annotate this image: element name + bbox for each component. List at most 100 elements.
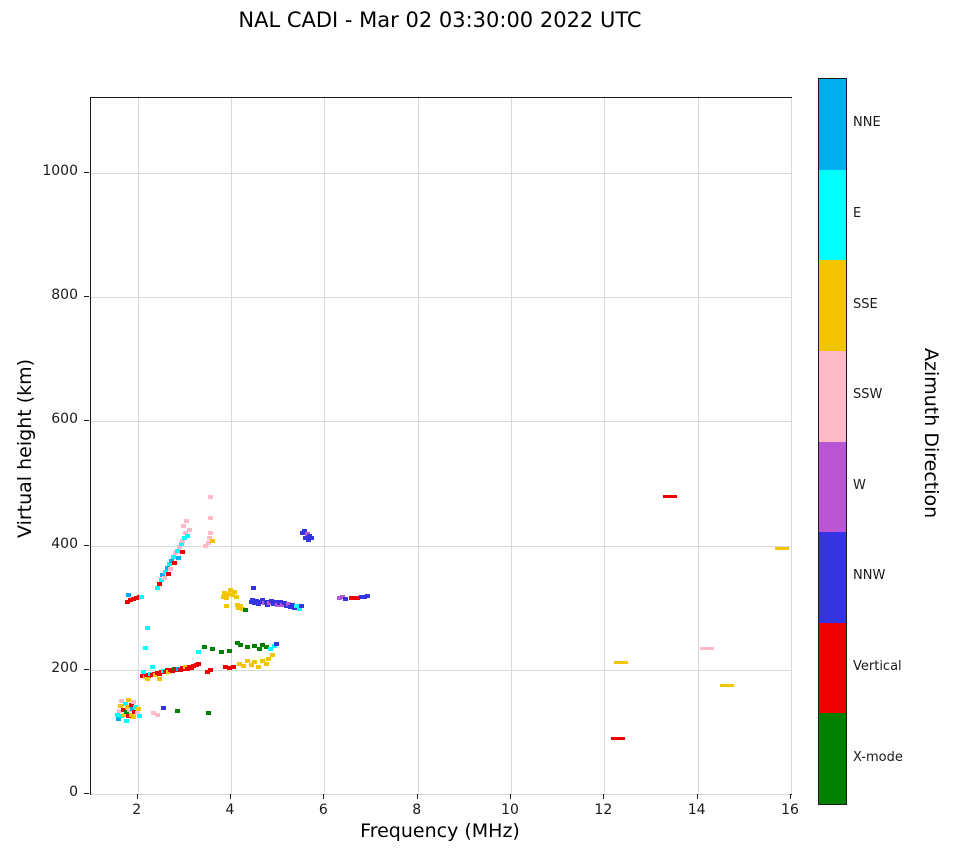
data-point (256, 664, 262, 669)
data-point (210, 647, 216, 652)
colorbar-segment-e (819, 169, 846, 261)
data-point (252, 660, 258, 665)
data-point (208, 495, 213, 500)
data-point (227, 665, 233, 670)
data-point (171, 554, 177, 559)
data-point (358, 595, 364, 600)
data-point (285, 602, 291, 606)
data-point (342, 597, 348, 602)
data-point (157, 582, 163, 587)
data-point (128, 703, 134, 708)
x-tick-mark (696, 794, 698, 799)
data-point (161, 706, 167, 711)
data-point (136, 594, 142, 599)
data-point (241, 664, 247, 669)
data-point (184, 518, 190, 523)
grid-line (231, 98, 232, 794)
data-point (116, 717, 122, 722)
y-tick-label: 1000 (42, 163, 78, 180)
data-point (224, 595, 230, 600)
data-point (131, 715, 136, 719)
data-point (234, 640, 240, 645)
data-point (234, 603, 240, 608)
x-tick-mark (323, 794, 325, 799)
data-point (337, 596, 343, 601)
x-tick-mark (416, 794, 418, 799)
grid-line (417, 98, 419, 794)
x-tick-label: 4 (225, 802, 235, 818)
data-point (203, 543, 209, 548)
x-tick-label: 8 (412, 802, 422, 818)
data-point (240, 606, 246, 611)
data-point (210, 538, 216, 543)
data-point (164, 566, 170, 570)
data-point (244, 645, 250, 650)
data-point (131, 710, 137, 715)
data-point (156, 676, 162, 681)
data-point (117, 703, 123, 708)
colorbar-segment-w (819, 441, 846, 533)
data-point (126, 697, 132, 702)
data-point (174, 548, 180, 553)
data-point (220, 594, 226, 599)
data-point (141, 670, 147, 675)
grid-line (91, 545, 791, 547)
chart-title: NAL CADI - Mar 02 03:30:00 2022 UTC (238, 8, 642, 32)
data-point (340, 595, 346, 600)
data-point (224, 604, 230, 609)
data-point (205, 711, 211, 716)
y-tick-mark (84, 793, 89, 794)
y-tick-label: 400 (51, 535, 78, 552)
colorbar-segment-nne (819, 79, 846, 170)
data-point (263, 644, 269, 649)
data-point (167, 562, 173, 567)
data-point-wide (611, 737, 626, 741)
data-point (243, 608, 248, 613)
data-point (185, 533, 191, 538)
x-tick-mark (790, 794, 791, 799)
data-point (145, 677, 150, 682)
data-point (122, 701, 128, 706)
grid-line (791, 98, 792, 794)
data-point (124, 710, 129, 715)
data-point (155, 713, 161, 718)
data-point (250, 598, 256, 603)
data-point (365, 593, 371, 598)
y-tick-label: 200 (51, 659, 78, 676)
data-point (269, 598, 275, 603)
data-point-wide (774, 547, 789, 551)
data-point (257, 646, 262, 651)
data-point (139, 594, 145, 599)
data-point (142, 646, 148, 651)
data-point (229, 593, 235, 598)
data-point (121, 712, 127, 717)
colorbar-label-ssw: SSW (853, 387, 883, 403)
data-point (125, 599, 131, 604)
colorbar-label-e: E (853, 205, 862, 221)
grid-line (697, 98, 699, 794)
data-point (208, 668, 214, 673)
data-point (155, 585, 161, 590)
data-point (294, 603, 300, 608)
data-point (218, 650, 224, 655)
data-point (131, 700, 136, 705)
colorbar-title: Azimuth Direction (920, 348, 942, 519)
data-point (282, 600, 288, 605)
data-point (352, 595, 358, 600)
data-point (305, 538, 311, 543)
grid-line (91, 173, 791, 175)
data-point (150, 711, 156, 716)
grid-line (91, 421, 791, 423)
x-tick-label: 14 (687, 802, 706, 818)
data-point (349, 596, 355, 601)
y-tick-mark (84, 296, 89, 298)
data-point (180, 538, 186, 543)
data-point (273, 642, 279, 647)
data-point (248, 662, 254, 667)
data-point-wide (613, 660, 628, 664)
colorbar-label-vertical: Vertical (853, 659, 902, 675)
y-tick-label: 0 (69, 784, 78, 800)
data-point (206, 536, 212, 541)
data-point (289, 603, 295, 608)
